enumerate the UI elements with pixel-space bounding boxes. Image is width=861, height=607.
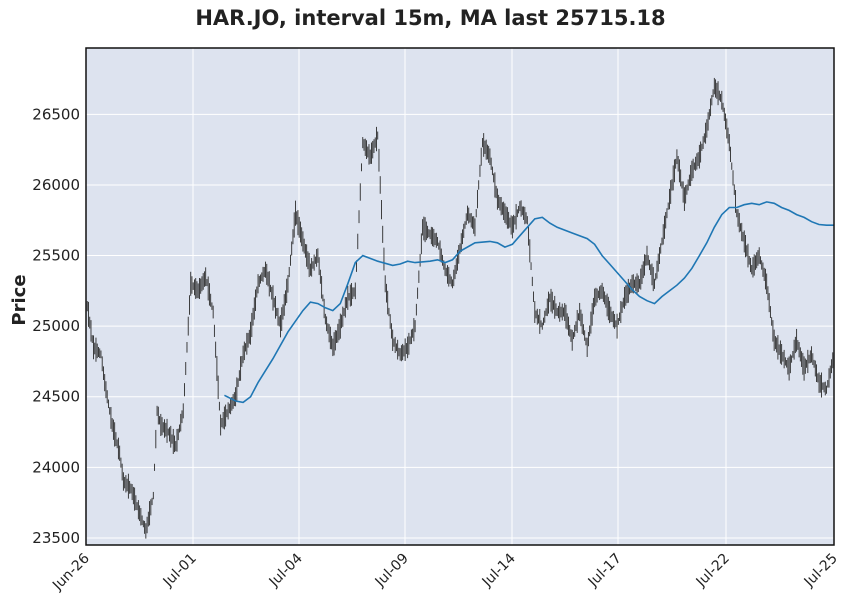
y-tick-label: 24500	[32, 388, 80, 406]
x-axis-ticks: Jun-26 Jul-01 Jul-04 Jul-09 Jul-14 Jul-17 Jul-…	[49, 550, 841, 594]
moving-average-line	[224, 201, 834, 404]
y-tick-label: 26000	[32, 176, 80, 194]
y-tick-label: 25000	[32, 317, 80, 335]
x-tick-label: Jul-14	[479, 550, 519, 590]
chart-title: HAR.JO, interval 15m, MA last 25715.18	[195, 6, 666, 30]
x-tick-label: Jul-17	[585, 551, 625, 591]
x-tick-label: Jun-26	[49, 550, 93, 594]
x-tick-label: Jul-22	[693, 551, 733, 591]
x-tick-label: Jul-25	[801, 551, 841, 591]
price-series	[85, 77, 834, 539]
x-tick-label: Jul-01	[160, 551, 200, 591]
y-axis-ticks: 23500 24000 24500 25000 25500 26000 26500	[32, 105, 80, 547]
y-tick-label: 26500	[32, 105, 80, 123]
y-axis-label: Price	[9, 274, 30, 325]
y-tick-label: 25500	[32, 247, 80, 265]
y-tick-label: 24000	[32, 458, 80, 476]
y-tick-label: 23500	[32, 529, 80, 547]
x-tick-label: Jul-09	[372, 551, 412, 591]
plot-frame	[85, 47, 835, 546]
x-tick-label: Jul-04	[266, 550, 306, 590]
